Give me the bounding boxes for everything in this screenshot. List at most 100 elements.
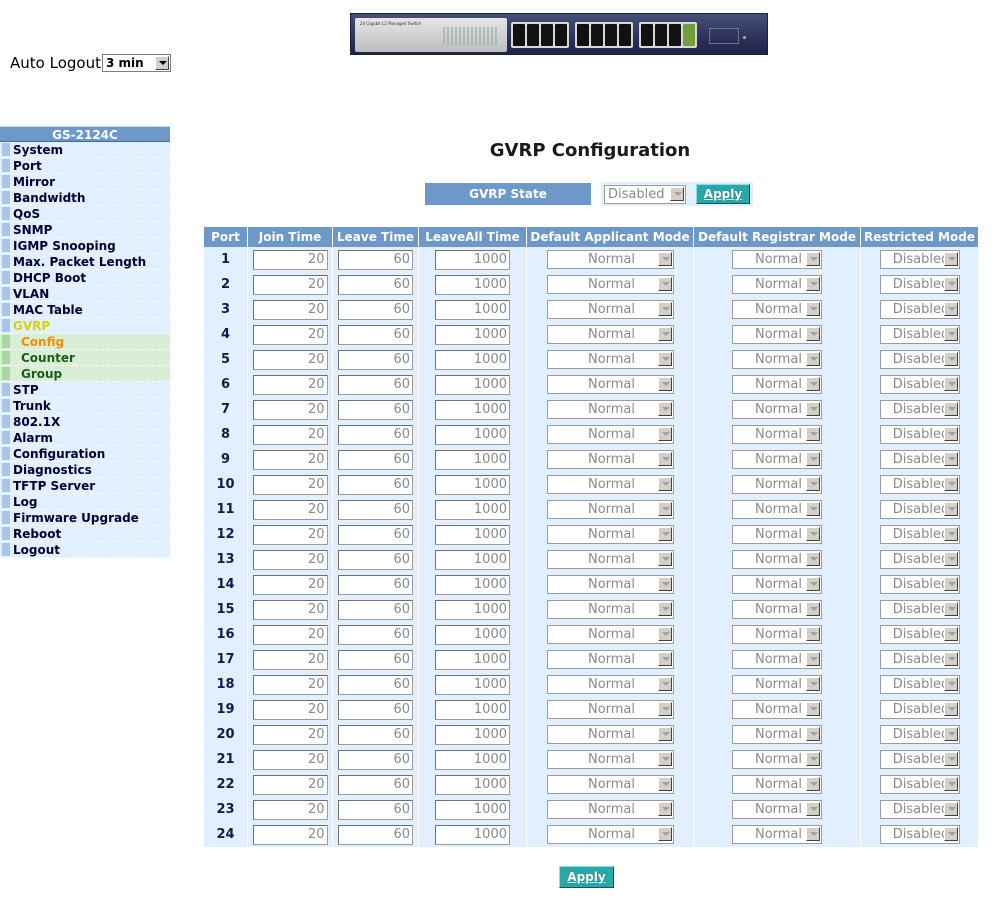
restricted-mode-select[interactable]: Disabled xyxy=(879,325,960,344)
chevron-down-icon[interactable] xyxy=(943,702,958,716)
chevron-down-icon[interactable] xyxy=(657,602,672,616)
applicant-mode-select[interactable]: Normal xyxy=(546,325,674,344)
registrar-mode-select[interactable]: Normal xyxy=(732,300,822,319)
sidebar-item-log[interactable]: Log xyxy=(0,494,170,510)
restricted-mode-select[interactable]: Disabled xyxy=(879,425,960,444)
chevron-down-icon[interactable] xyxy=(806,827,820,841)
sidebar-item-trunk[interactable]: Trunk xyxy=(0,398,170,414)
chevron-down-icon[interactable] xyxy=(657,302,672,316)
join-time-input[interactable]: 20 xyxy=(252,349,328,370)
join-time-input[interactable]: 20 xyxy=(252,324,328,345)
restricted-mode-select[interactable]: Disabled xyxy=(879,825,960,844)
sidebar-item-port[interactable]: Port xyxy=(0,158,170,174)
restricted-mode-select[interactable]: Disabled xyxy=(879,750,960,769)
chevron-down-icon[interactable] xyxy=(806,702,820,716)
chevron-down-icon[interactable] xyxy=(806,627,820,641)
restricted-mode-select[interactable]: Disabled xyxy=(879,650,960,669)
leaveall-time-input[interactable]: 1000 xyxy=(435,299,510,320)
join-time-input[interactable]: 20 xyxy=(252,474,328,495)
chevron-down-icon[interactable] xyxy=(943,802,958,816)
chevron-down-icon[interactable] xyxy=(943,352,958,366)
restricted-mode-select[interactable]: Disabled xyxy=(879,500,960,519)
leaveall-time-input[interactable]: 1000 xyxy=(435,574,510,595)
chevron-down-icon[interactable] xyxy=(943,652,958,666)
applicant-mode-select[interactable]: Normal xyxy=(546,475,674,494)
chevron-down-icon[interactable] xyxy=(943,302,958,316)
leaveall-time-input[interactable]: 1000 xyxy=(435,649,510,670)
applicant-mode-select[interactable]: Normal xyxy=(546,375,674,394)
sidebar-item-logout[interactable]: Logout xyxy=(0,542,170,558)
applicant-mode-select[interactable]: Normal xyxy=(546,825,674,844)
registrar-mode-select[interactable]: Normal xyxy=(732,725,822,744)
sidebar-item-gvrp[interactable]: GVRP xyxy=(0,318,170,334)
registrar-mode-select[interactable]: Normal xyxy=(732,800,822,819)
chevron-down-icon[interactable] xyxy=(943,827,958,841)
join-time-input[interactable]: 20 xyxy=(252,449,328,470)
chevron-down-icon[interactable] xyxy=(806,677,820,691)
sidebar-item-stp[interactable]: STP xyxy=(0,382,170,398)
sidebar-item-diagnostics[interactable]: Diagnostics xyxy=(0,462,170,478)
restricted-mode-select[interactable]: Disabled xyxy=(879,525,960,544)
join-time-input[interactable]: 20 xyxy=(252,424,328,445)
leaveall-time-input[interactable]: 1000 xyxy=(435,549,510,570)
leaveall-time-input[interactable]: 1000 xyxy=(435,749,510,770)
restricted-mode-select[interactable]: Disabled xyxy=(879,700,960,719)
chevron-down-icon[interactable] xyxy=(657,752,672,766)
chevron-down-icon[interactable] xyxy=(657,777,672,791)
registrar-mode-select[interactable]: Normal xyxy=(732,450,822,469)
chevron-down-icon[interactable] xyxy=(657,802,672,816)
chevron-down-icon[interactable] xyxy=(657,377,672,391)
applicant-mode-select[interactable]: Normal xyxy=(546,500,674,519)
leaveall-time-input[interactable]: 1000 xyxy=(435,799,510,820)
chevron-down-icon[interactable] xyxy=(657,327,672,341)
join-time-input[interactable]: 20 xyxy=(252,699,328,720)
join-time-input[interactable]: 20 xyxy=(252,749,328,770)
chevron-down-icon[interactable] xyxy=(943,777,958,791)
chevron-down-icon[interactable] xyxy=(943,252,958,266)
restricted-mode-select[interactable]: Disabled xyxy=(879,250,960,269)
join-time-input[interactable]: 20 xyxy=(252,549,328,570)
registrar-mode-select[interactable]: Normal xyxy=(732,775,822,794)
restricted-mode-select[interactable]: Disabled xyxy=(879,375,960,394)
chevron-down-icon[interactable] xyxy=(943,477,958,491)
join-time-input[interactable]: 20 xyxy=(252,249,328,270)
chevron-down-icon[interactable] xyxy=(943,677,958,691)
chevron-down-icon[interactable] xyxy=(657,277,672,291)
leave-time-input[interactable]: 60 xyxy=(338,549,413,570)
leave-time-input[interactable]: 60 xyxy=(338,499,413,520)
chevron-down-icon[interactable] xyxy=(806,727,820,741)
restricted-mode-select[interactable]: Disabled xyxy=(879,800,960,819)
registrar-mode-select[interactable]: Normal xyxy=(732,650,822,669)
chevron-down-icon[interactable] xyxy=(806,252,820,266)
chevron-down-icon[interactable] xyxy=(943,327,958,341)
chevron-down-icon[interactable] xyxy=(943,527,958,541)
registrar-mode-select[interactable]: Normal xyxy=(732,675,822,694)
apply-button[interactable]: Apply xyxy=(559,866,614,888)
sidebar-item-configuration[interactable]: Configuration xyxy=(0,446,170,462)
join-time-input[interactable]: 20 xyxy=(252,274,328,295)
chevron-down-icon[interactable] xyxy=(943,602,958,616)
registrar-mode-select[interactable]: Normal xyxy=(732,700,822,719)
applicant-mode-select[interactable]: Normal xyxy=(546,550,674,569)
join-time-input[interactable]: 20 xyxy=(252,599,328,620)
registrar-mode-select[interactable]: Normal xyxy=(732,575,822,594)
chevron-down-icon[interactable] xyxy=(943,552,958,566)
applicant-mode-select[interactable]: Normal xyxy=(546,250,674,269)
applicant-mode-select[interactable]: Normal xyxy=(546,775,674,794)
leaveall-time-input[interactable]: 1000 xyxy=(435,374,510,395)
sidebar-item-reboot[interactable]: Reboot xyxy=(0,526,170,542)
registrar-mode-select[interactable]: Normal xyxy=(732,250,822,269)
applicant-mode-select[interactable]: Normal xyxy=(546,425,674,444)
join-time-input[interactable]: 20 xyxy=(252,399,328,420)
restricted-mode-select[interactable]: Disabled xyxy=(879,300,960,319)
chevron-down-icon[interactable] xyxy=(806,552,820,566)
leaveall-time-input[interactable]: 1000 xyxy=(435,724,510,745)
sidebar-item-firmware-upgrade[interactable]: Firmware Upgrade xyxy=(0,510,170,526)
gvrp-state-apply-button[interactable]: Apply xyxy=(696,184,750,204)
restricted-mode-select[interactable]: Disabled xyxy=(879,550,960,569)
chevron-down-icon[interactable] xyxy=(943,627,958,641)
restricted-mode-select[interactable]: Disabled xyxy=(879,275,960,294)
applicant-mode-select[interactable]: Normal xyxy=(546,650,674,669)
chevron-down-icon[interactable] xyxy=(657,252,672,266)
applicant-mode-select[interactable]: Normal xyxy=(546,400,674,419)
